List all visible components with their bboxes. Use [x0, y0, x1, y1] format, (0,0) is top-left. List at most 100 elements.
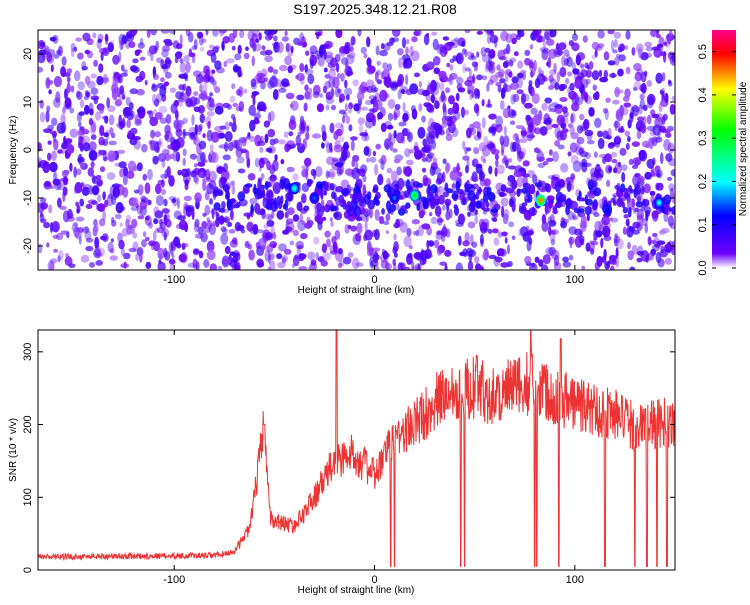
- heatmap-cell: [659, 152, 664, 165]
- heatmap-cell: [449, 72, 458, 80]
- heatmap-cell: [154, 112, 163, 120]
- heatmap-cell: [260, 157, 269, 165]
- heatmap-cell: [507, 165, 517, 170]
- heatmap-cell: [633, 81, 642, 91]
- heatmap-cell: [570, 173, 575, 180]
- heatmap-cell: [76, 208, 80, 214]
- heatmap-cell: [526, 230, 534, 236]
- heatmap-cell: [117, 74, 123, 84]
- heatmap-cell: [284, 30, 288, 36]
- heatmap-cell: [405, 88, 413, 96]
- heatmap-cell: [155, 195, 164, 206]
- heatmap-cell: [257, 262, 265, 268]
- heatmap-band-cell: [438, 195, 445, 205]
- heatmap-cell: [570, 154, 579, 165]
- heatmap-cell: [385, 213, 391, 222]
- heatmap-cell: [292, 173, 299, 181]
- heatmap-cell: [195, 74, 204, 84]
- heatmap-cell: [636, 257, 643, 263]
- heatmap-cell: [330, 87, 334, 98]
- heatmap-cell: [385, 263, 392, 270]
- heatmap-cell: [63, 98, 73, 111]
- heatmap-cell: [108, 114, 115, 126]
- heatmap-cell: [624, 130, 631, 137]
- heatmap-cell: [503, 48, 509, 55]
- heatmap-cell: [244, 88, 248, 94]
- heatmap-cell: [636, 175, 645, 183]
- heatmap-cell: [201, 38, 207, 44]
- heatmap-cell: [325, 96, 334, 105]
- heatmap-band-cell: [321, 205, 325, 213]
- heatmap-cell: [318, 46, 324, 58]
- heatmap-cell: [157, 179, 164, 186]
- heatmap-cell: [209, 92, 214, 97]
- heatmap-cell: [631, 47, 636, 56]
- heatmap-cell: [456, 162, 460, 174]
- heatmap-cell: [93, 227, 99, 233]
- heatmap-cell: [350, 225, 358, 232]
- heatmap-band-cell: [521, 202, 528, 207]
- heatmap-cell: [129, 88, 139, 95]
- heatmap-cell: [476, 104, 480, 117]
- heatmap-cell: [487, 228, 493, 234]
- heatmap-cell: [413, 149, 423, 160]
- heatmap-cell: [289, 240, 295, 246]
- heatmap-cell: [480, 266, 484, 270]
- heatmap-cell: [542, 160, 549, 166]
- heatmap-cell: [214, 125, 223, 132]
- heatmap-cell: [267, 148, 273, 154]
- heatmap-cell: [627, 250, 634, 261]
- heatmap-cell: [574, 77, 583, 89]
- heatmap-cell: [78, 121, 82, 128]
- heatmap-cell: [472, 183, 479, 190]
- y-tick-label: 0: [22, 147, 34, 153]
- heatmap-cell: [149, 116, 159, 127]
- heatmap-cell: [584, 92, 589, 103]
- heatmap-band-cell: [616, 197, 623, 208]
- heatmap-cell: [613, 39, 618, 48]
- heatmap-cell: [356, 104, 361, 114]
- heatmap-cell: [292, 255, 300, 267]
- heatmap-band-cell: [668, 207, 673, 212]
- heatmap-cell: [137, 42, 145, 49]
- heatmap-cell: [613, 56, 620, 66]
- heatmap-cell: [592, 84, 597, 91]
- heatmap-cell: [193, 163, 198, 168]
- heatmap-cell: [624, 88, 631, 98]
- heatmap-cell: [611, 40, 615, 52]
- heatmap-cell: [76, 91, 83, 101]
- heatmap-cell: [136, 88, 145, 96]
- heatmap-cell: [152, 230, 157, 242]
- heatmap-cell: [164, 124, 171, 134]
- heatmap-cell: [663, 50, 667, 63]
- heatmap-cell: [455, 262, 464, 270]
- heatmap-cell: [640, 123, 647, 134]
- heatmap-cell: [208, 170, 217, 183]
- heatmap-cell: [128, 109, 134, 117]
- snr-line: [38, 330, 675, 567]
- heatmap-cell: [446, 62, 451, 68]
- heatmap-cell: [62, 106, 66, 115]
- heatmap-cell: [273, 234, 277, 239]
- heatmap-cell: [64, 103, 72, 110]
- heatmap-cell: [164, 251, 171, 261]
- heatmap-cell: [59, 205, 67, 210]
- heatmap-cell: [316, 103, 324, 113]
- heatmap-cell: [425, 94, 433, 102]
- heatmap-cell: [542, 40, 547, 49]
- heatmap-band-cell: [622, 206, 629, 214]
- heatmap-cell: [402, 102, 406, 112]
- heatmap-cell: [78, 141, 82, 149]
- heatmap-cell: [194, 233, 204, 239]
- heatmap-cell: [158, 138, 163, 148]
- heatmap-cell: [333, 130, 339, 141]
- heatmap-band-cell: [591, 180, 598, 188]
- heatmap-cell: [500, 262, 510, 268]
- heatmap-cell: [649, 240, 658, 244]
- heatmap-cell: [551, 176, 555, 181]
- heatmap-cell: [425, 153, 433, 163]
- heatmap-cell: [208, 103, 215, 108]
- heatmap-cell: [351, 167, 361, 180]
- heatmap-band-cell: [527, 194, 533, 203]
- heatmap-cell: [220, 233, 229, 245]
